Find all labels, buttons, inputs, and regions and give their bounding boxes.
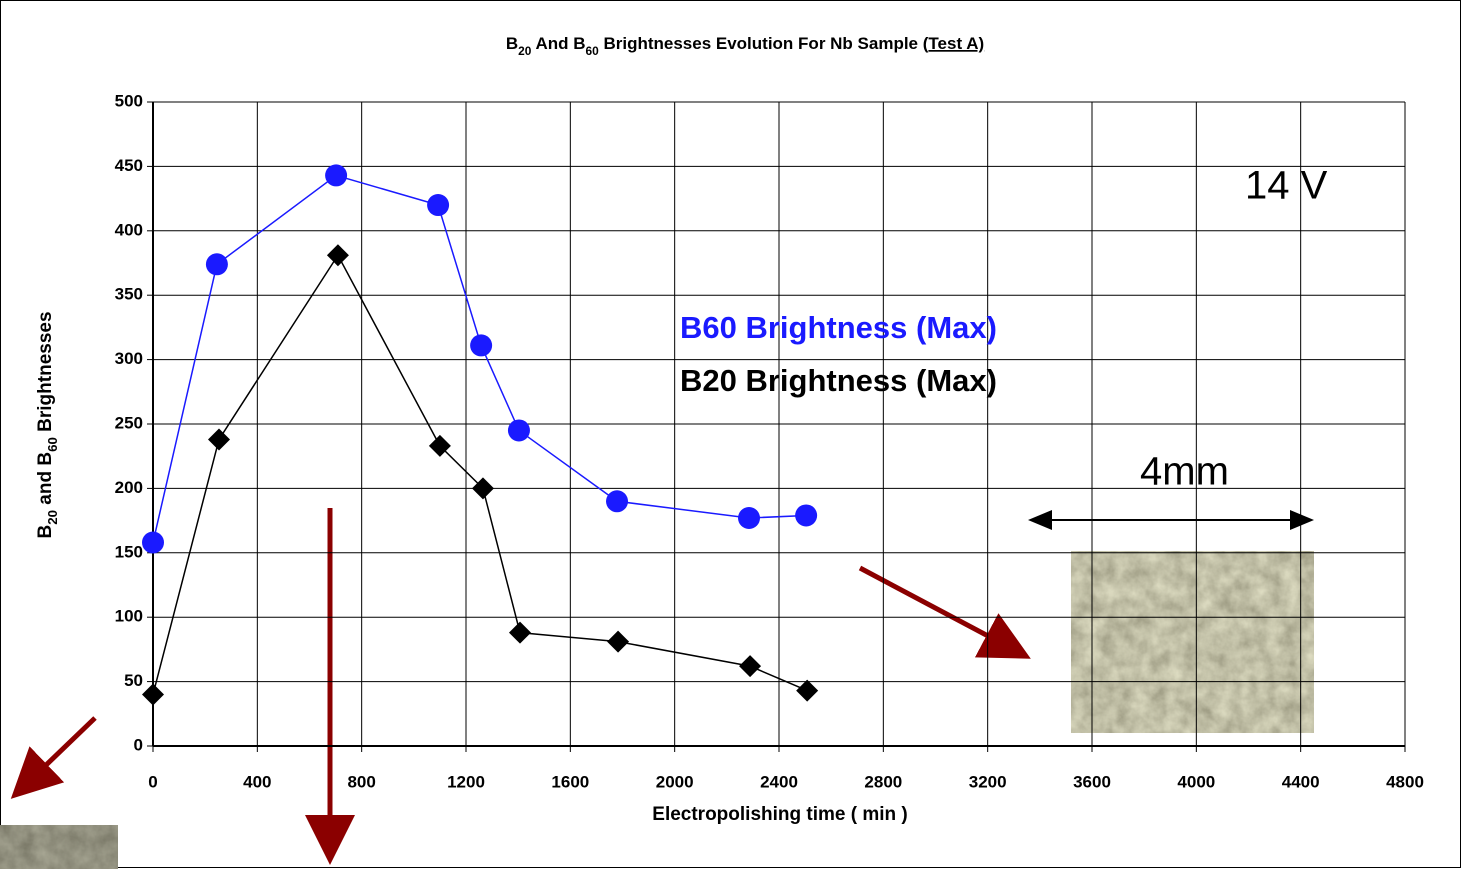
annotation: 14 V — [1245, 164, 1328, 208]
x-axis-label: Electropolishing time ( min ) — [652, 804, 907, 825]
x-tick-label: 2400 — [760, 772, 798, 791]
point — [471, 477, 494, 500]
point — [326, 244, 349, 267]
point — [606, 490, 629, 513]
point — [427, 194, 450, 217]
x-tick-label: 0 — [148, 772, 157, 791]
point — [325, 164, 348, 187]
point — [738, 507, 761, 530]
y-tick-label: 50 — [124, 671, 143, 690]
x-tick-label: 400 — [243, 772, 271, 791]
arrow — [10, 716, 97, 799]
legend-entry: B20 Brightness (Max) — [680, 363, 997, 398]
x-tick-label: 3600 — [1073, 772, 1111, 791]
text-part: 60 — [586, 44, 600, 58]
y-axis-label: B20 and B60 Brightnesses — [35, 311, 60, 538]
point — [607, 630, 630, 653]
text-part: 20 — [518, 44, 532, 58]
text-part: 60 — [45, 437, 60, 452]
x-tick-label: 800 — [347, 772, 375, 791]
arrow — [858, 565, 1031, 659]
x-tick-label: 1600 — [551, 772, 589, 791]
sample-image — [0, 825, 118, 869]
point — [142, 531, 164, 554]
x-tick-label: 2800 — [864, 772, 902, 791]
y-tick-label: 500 — [115, 91, 143, 110]
x-tick-label: 2000 — [656, 772, 694, 791]
sample-image — [1071, 551, 1314, 733]
point — [508, 621, 531, 644]
legend-entry: B60 Brightness (Max) — [680, 310, 997, 345]
x-tick-label: 4800 — [1386, 772, 1424, 791]
text-part: Brightnesses Evolution For Nb Sample ( — [599, 34, 929, 53]
y-tick-label: 100 — [115, 607, 143, 626]
point — [207, 428, 230, 451]
chart-title: B20 And B60 Brightnesses Evolution For N… — [506, 34, 984, 58]
y-tick-label: 0 — [134, 735, 143, 754]
y-tick-label: 350 — [115, 285, 143, 304]
y-tick-label: 400 — [115, 220, 143, 239]
text-part: Test A) — [928, 34, 984, 53]
text-part: Brightnesses — [35, 311, 56, 437]
y-tick-label: 300 — [115, 349, 143, 368]
y-tick-label: 150 — [115, 542, 143, 561]
text-part: 20 — [45, 510, 60, 525]
y-tick-label: 450 — [115, 156, 143, 175]
x-tick-label: 4400 — [1282, 772, 1320, 791]
y-tick-label: 250 — [115, 413, 143, 432]
text-part: and B — [35, 452, 56, 510]
point — [470, 334, 493, 357]
annotation: 4mm — [1140, 450, 1229, 494]
point — [205, 253, 228, 276]
text-part: And B — [531, 34, 585, 53]
x-tick-label: 3200 — [969, 772, 1007, 791]
x-tick-label: 4000 — [1177, 772, 1215, 791]
x-tick-label: 1200 — [447, 772, 485, 791]
point — [739, 655, 762, 678]
point — [795, 504, 818, 527]
text-part: B — [506, 34, 518, 53]
point — [507, 419, 530, 442]
point — [428, 434, 451, 457]
point — [142, 683, 164, 706]
text-part: B — [35, 525, 56, 539]
point — [796, 679, 819, 702]
y-tick-label: 200 — [115, 478, 143, 497]
